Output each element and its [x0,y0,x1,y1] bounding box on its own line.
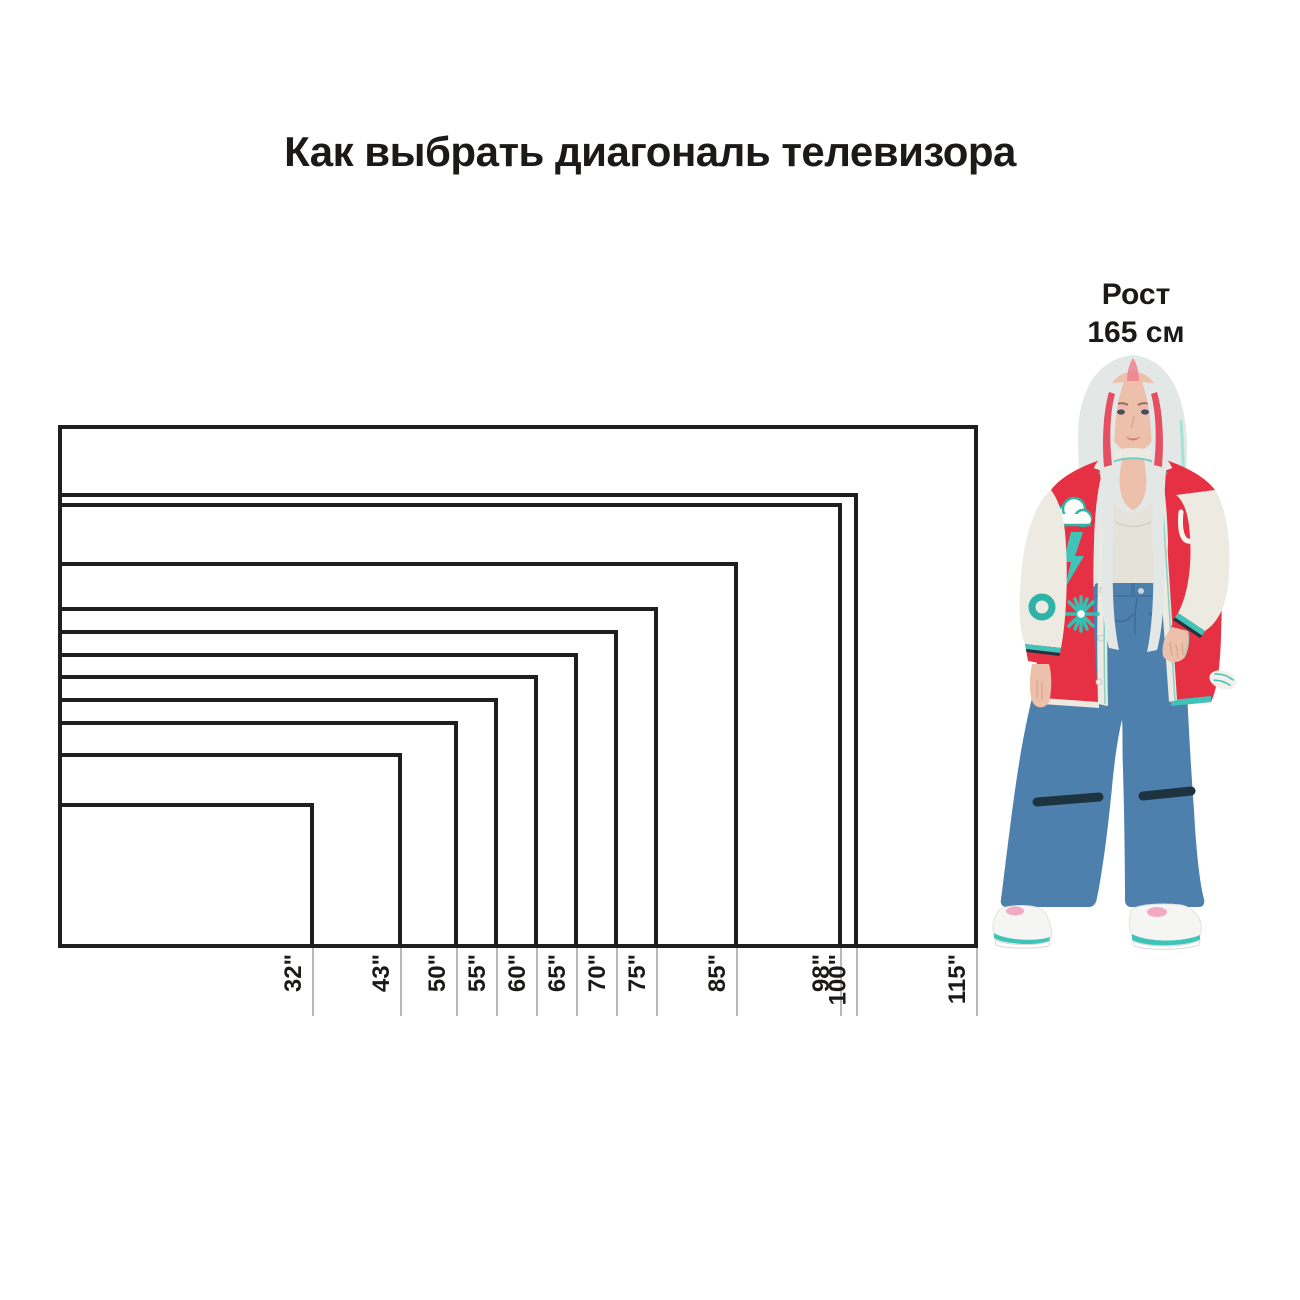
person-arms [1019,490,1237,708]
person-height-label: Рост 165 см [1036,276,1236,352]
tick-label-43: 43" [368,954,395,993]
sleeve-text-patch [1209,670,1237,690]
starburst-patch [1062,595,1100,633]
person-hair-front [1097,358,1169,652]
tick-line-32 [312,948,314,1016]
tick-label-65: 65" [544,954,571,993]
tick-label-75: 75" [624,954,651,993]
tick-label-32: 32" [280,954,307,993]
ring-patch [1028,593,1056,621]
tick-line-85 [736,948,738,1016]
person-height-label-line2: 165 см [1087,316,1185,349]
tick-label-60: 60" [504,954,531,993]
tick-line-75 [656,948,658,1016]
tick-label-50: 50" [424,954,451,993]
tick-label-55: 55" [464,954,491,993]
tick-line-98 [840,948,842,1016]
jeans-knee-slit-right [1138,786,1196,801]
jeans-knee-slit-left [1032,792,1104,807]
tick-line-100 [856,948,858,1016]
tick-label-100: 100" [824,954,851,1006]
tick-line-50 [456,948,458,1016]
tick-label-85: 85" [704,954,731,993]
tv-rect-115 [58,425,978,948]
person-height-label-line1: Рост [1101,278,1171,311]
page-title: Как выбрать диагональ телевизора [284,128,1016,175]
tick-label-70: 70" [584,954,611,993]
tick-label-115: 115" [944,954,971,1005]
tick-line-115 [976,948,978,1016]
tick-line-65 [576,948,578,1016]
tick-line-43 [400,948,402,1016]
tick-line-70 [616,948,618,1016]
tick-line-55 [496,948,498,1016]
tick-line-60 [536,948,538,1016]
person-illustration [992,355,1237,950]
person-sneakers [992,903,1202,950]
person-tank-top [1105,456,1165,584]
